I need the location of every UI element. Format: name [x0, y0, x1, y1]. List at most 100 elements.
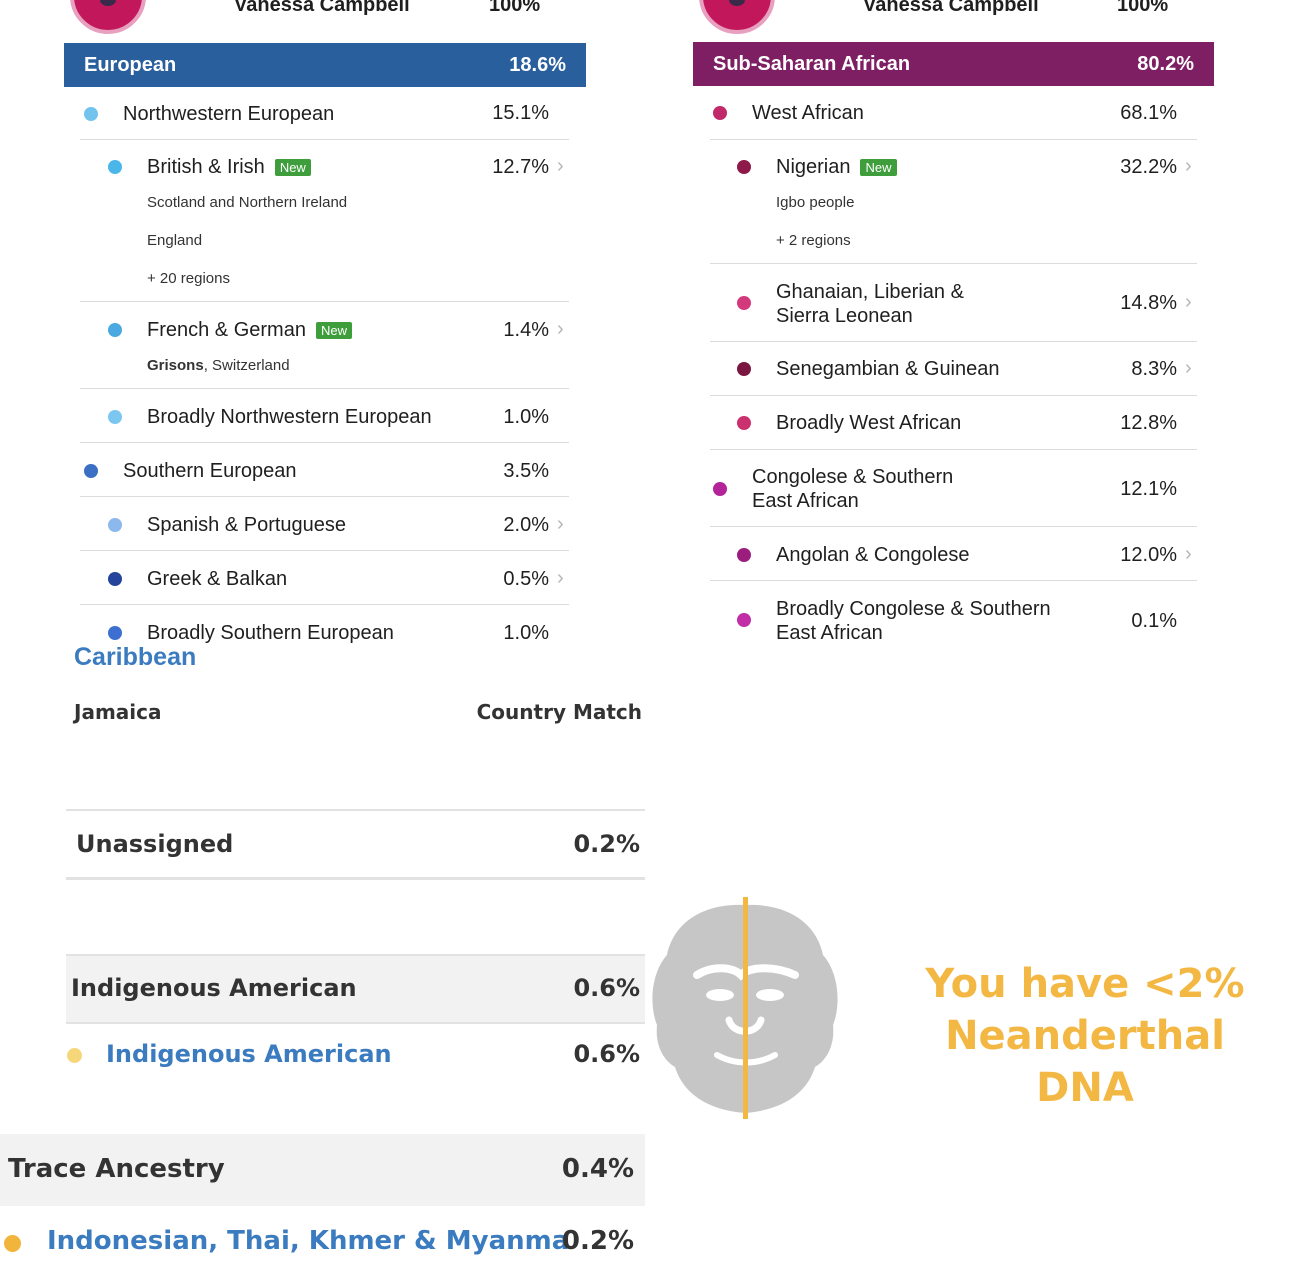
- subregion-bold: Grisons: [147, 357, 204, 374]
- region-nigerian[interactable]: Nigerian New: [737, 153, 897, 181]
- region-pct: 2.0%: [503, 514, 549, 536]
- southern-dot-icon: [84, 464, 98, 478]
- region-broadly-southern[interactable]: Broadly Southern European: [108, 619, 394, 647]
- region-congolese-southern-east[interactable]: Congolese & Southern East African: [752, 465, 953, 513]
- new-badge: New: [860, 158, 897, 176]
- divider: [66, 877, 645, 880]
- country-label: Jamaica: [74, 700, 162, 724]
- congolese-dot-icon: [713, 482, 727, 496]
- region-label: Angolan & Congolese: [776, 543, 970, 566]
- divider: [66, 809, 645, 811]
- region-label-line2: East African: [752, 490, 859, 512]
- chevron-right-icon[interactable]: ›: [1185, 155, 1192, 177]
- chevron-right-icon[interactable]: ›: [1185, 291, 1192, 313]
- subregion: Grisons, Switzerland: [147, 357, 290, 374]
- unassigned-pct: 0.2%: [573, 830, 640, 858]
- divider: [80, 139, 569, 140]
- region-broadly-northwestern[interactable]: Broadly Northwestern European: [108, 403, 432, 431]
- region-angolan-congolese[interactable]: Angolan & Congolese: [737, 541, 969, 569]
- indigenous-band: [66, 954, 645, 1024]
- region-pct: 68.1%: [1120, 102, 1177, 124]
- spanish-dot-icon: [108, 518, 122, 532]
- region-french-german[interactable]: French & German New: [108, 316, 352, 344]
- region-label: French & German: [147, 318, 306, 341]
- region-label-line1: Congolese & Southern: [752, 466, 954, 488]
- african-header[interactable]: Sub-Saharan African 80.2%: [693, 42, 1214, 86]
- new-badge: New: [274, 158, 311, 176]
- region-broadly-congolese[interactable]: Broadly Congolese & Southern East Africa…: [776, 597, 1051, 645]
- divider: [80, 388, 569, 389]
- indigenous-pct: 0.6%: [573, 974, 640, 1002]
- divider: [80, 442, 569, 443]
- neanderthal-face-icon: [652, 897, 838, 1119]
- chevron-right-icon[interactable]: ›: [1185, 543, 1192, 565]
- region-label-line2: Sierra Leonean: [776, 305, 913, 327]
- european-header-pct: 18.6%: [509, 53, 566, 76]
- broad-s-dot-icon: [108, 626, 122, 640]
- divider: [80, 496, 569, 497]
- region-ghanaian[interactable]: Ghanaian, Liberian & Sierra Leonean: [776, 280, 964, 328]
- region-pct: 0.1%: [1131, 610, 1177, 632]
- indigenous-item-pct: 0.6%: [573, 1040, 640, 1068]
- profile-pct-right: 100%: [1117, 0, 1169, 16]
- region-label: Greek & Balkan: [147, 567, 288, 590]
- divider: [80, 550, 569, 551]
- indigenous-label: Indigenous American: [71, 974, 357, 1002]
- subregion-rest: , Switzerland: [203, 357, 290, 374]
- trace-item-label[interactable]: Indonesian, Thai, Khmer & Myanma: [47, 1226, 570, 1256]
- divider: [710, 139, 1197, 140]
- region-southern-european[interactable]: Southern European: [84, 457, 296, 485]
- neanderthal-line1: You have <2%: [925, 961, 1245, 1007]
- neanderthal-line2: Neanderthal DNA: [945, 1013, 1225, 1111]
- region-label: Southern European: [123, 459, 297, 482]
- region-label: Broadly Northwestern European: [147, 405, 432, 428]
- senegambian-dot-icon: [737, 362, 751, 376]
- profile-name-left: Vanessa Campbell: [234, 0, 410, 16]
- region-pct: 1.0%: [503, 406, 549, 428]
- european-header[interactable]: European 18.6%: [64, 43, 586, 87]
- divider: [710, 263, 1197, 264]
- region-label-line1: Ghanaian, Liberian &: [776, 281, 964, 303]
- chevron-right-icon[interactable]: ›: [557, 155, 564, 177]
- west-dot-icon: [713, 106, 727, 120]
- more-regions[interactable]: + 20 regions: [147, 270, 230, 287]
- region-spanish-portuguese[interactable]: Spanish & Portuguese: [108, 511, 346, 539]
- divider: [710, 341, 1197, 342]
- divider: [710, 580, 1197, 581]
- more-regions[interactable]: + 2 regions: [776, 232, 851, 249]
- region-west-african[interactable]: West African: [713, 99, 864, 127]
- region-broadly-west-african[interactable]: Broadly West African: [737, 409, 961, 437]
- region-pct: 12.0%: [1120, 544, 1177, 566]
- region-pct: 14.8%: [1120, 292, 1177, 314]
- region-label: Spanish & Portuguese: [147, 513, 347, 536]
- chevron-right-icon[interactable]: ›: [557, 318, 564, 340]
- region-northwestern-european[interactable]: Northwestern European: [84, 100, 334, 128]
- trace-band: [0, 1134, 645, 1206]
- region-greek-balkan[interactable]: Greek & Balkan: [108, 565, 287, 593]
- region-label: British & Irish: [147, 155, 265, 178]
- unassigned-label: Unassigned: [76, 830, 234, 858]
- region-label: Broadly West African: [776, 411, 962, 434]
- ghanaian-dot-icon: [737, 296, 751, 310]
- region-british-irish[interactable]: British & Irish New: [108, 153, 311, 181]
- profile-pct-left: 100%: [489, 0, 541, 16]
- chevron-right-icon[interactable]: ›: [557, 513, 564, 535]
- country-match-label[interactable]: Country Match: [476, 700, 642, 724]
- region-pct: 12.1%: [1120, 478, 1177, 500]
- nw-dot-icon: [84, 107, 98, 121]
- chevron-right-icon[interactable]: ›: [557, 567, 564, 589]
- nigerian-dot-icon: [737, 160, 751, 174]
- divider: [710, 395, 1197, 396]
- region-label: West African: [752, 101, 864, 124]
- chevron-right-icon[interactable]: ›: [1185, 357, 1192, 379]
- region-senegambian[interactable]: Senegambian & Guinean: [737, 355, 1000, 383]
- region-label-line2: East African: [776, 622, 883, 644]
- broad-nw-dot-icon: [108, 410, 122, 424]
- region-pct: 12.8%: [1120, 412, 1177, 434]
- subregion: Igbo people: [776, 194, 855, 211]
- region-pct: 1.4%: [503, 319, 549, 341]
- profile-name-right: Vanessa Campbell: [863, 0, 1039, 16]
- indigenous-dot-icon: [67, 1048, 82, 1063]
- region-pct: 12.7%: [492, 156, 549, 178]
- indigenous-item-label[interactable]: Indigenous American: [106, 1040, 392, 1068]
